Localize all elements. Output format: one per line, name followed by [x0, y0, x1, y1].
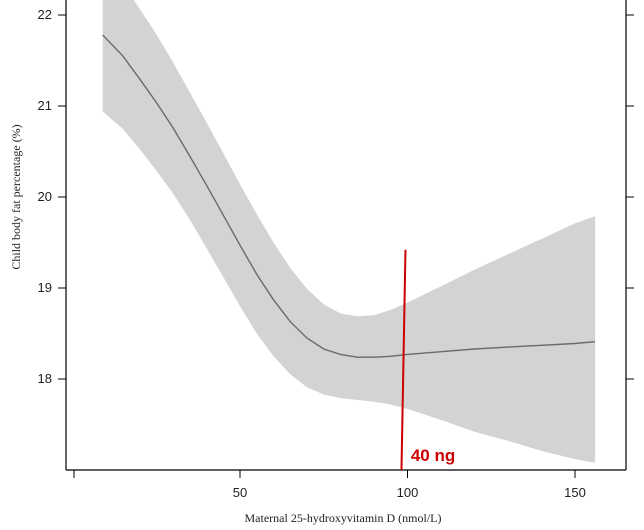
fitted-line — [102, 34, 596, 358]
y-tick-label: 18 — [38, 371, 52, 386]
confidence-band — [102, 0, 596, 463]
x-tick-label: 150 — [564, 485, 586, 500]
y-tick-label: 22 — [38, 7, 52, 22]
y-tick-label: 20 — [38, 189, 52, 204]
threshold-line — [400, 249, 407, 471]
threshold-label: 40 ng — [411, 446, 455, 465]
y-tick-label: 19 — [38, 280, 52, 295]
x-tick-label: 50 — [233, 485, 247, 500]
y-axis-title: Child body fat percentage (%) — [9, 124, 23, 269]
x-axis-title: Maternal 25-hydroxyvitamin D (nmol/L) — [245, 511, 442, 525]
x-tick-label: 100 — [397, 485, 419, 500]
y-tick-label: 21 — [38, 98, 52, 113]
